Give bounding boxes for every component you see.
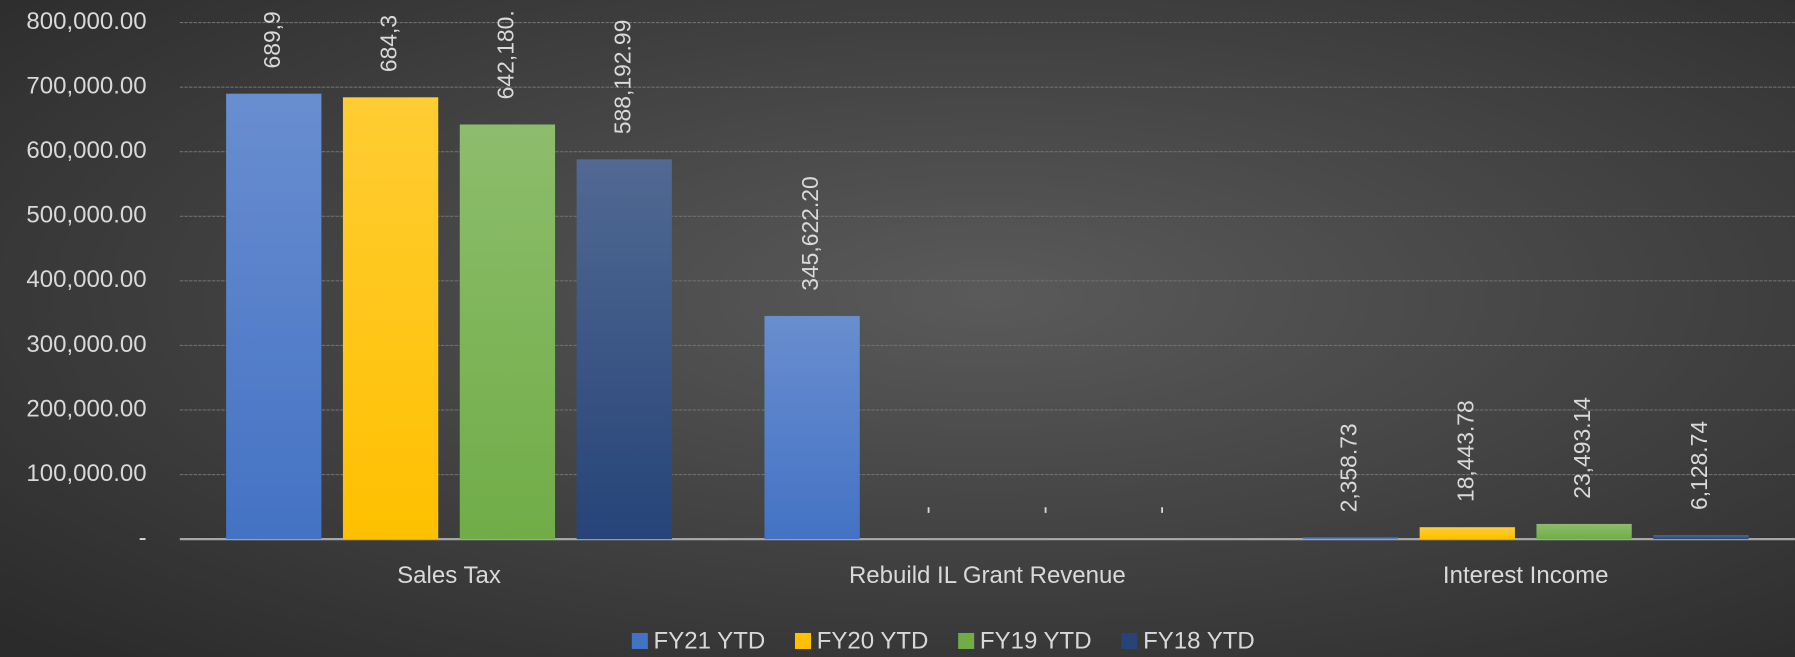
data-label: - [1148, 506, 1174, 514]
y-tick-label: 800,000.00 [26, 8, 146, 35]
legend: FY21 YTD FY20 YTD FY19 YTD FY18 YTD [631, 627, 1255, 654]
legend-label: FY21 YTD [654, 627, 766, 654]
bar [342, 97, 439, 540]
legend-item: FY18 YTD [1121, 627, 1255, 654]
y-tick-label: 700,000.00 [26, 73, 146, 100]
data-label: 642,180. [492, 10, 518, 99]
bar [764, 315, 860, 540]
legend-swatch [794, 632, 812, 649]
y-tick-label: 400,000.00 [26, 266, 146, 293]
data-label: 6,128.74 [1686, 421, 1712, 510]
legend-item: FY21 YTD [631, 627, 766, 654]
data-label: 23,493.14 [1569, 397, 1595, 499]
bar [1419, 527, 1515, 540]
bar [1536, 523, 1632, 540]
x-tick-label: Rebuild IL Grant Revenue [849, 562, 1126, 589]
legend-item: FY19 YTD [958, 627, 1092, 654]
data-label: 588,192.99 [609, 20, 635, 135]
bar [459, 124, 556, 540]
bar [226, 93, 322, 540]
bar [1653, 535, 1749, 540]
legend-label: FY18 YTD [1143, 627, 1255, 654]
legend-label: FY19 YTD [980, 627, 1092, 654]
data-label: - [1031, 506, 1057, 514]
data-label: 18,443.78 [1452, 400, 1478, 502]
legend-item: FY20 YTD [794, 627, 929, 654]
x-tick-label: Interest Income [1443, 562, 1609, 589]
y-tick-label: 200,000.00 [26, 395, 146, 422]
y-tick-label: 300,000.00 [26, 331, 146, 358]
data-label: - [914, 506, 940, 514]
bar [1302, 537, 1399, 540]
data-label: 345,622.20 [797, 176, 823, 291]
legend-swatch [958, 632, 975, 649]
bar [576, 159, 672, 540]
y-tick-label: 100,000.00 [26, 460, 146, 487]
x-tick-label: Sales Tax [397, 562, 501, 589]
y-tick-label: - [139, 524, 147, 551]
data-label: 2,358.73 [1336, 423, 1362, 512]
data-label: 684,3 [376, 15, 402, 72]
data-label: 689,9 [259, 11, 285, 68]
y-tick-label: 600,000.00 [26, 137, 146, 164]
y-tick-label: 500,000.00 [26, 202, 146, 229]
legend-swatch [631, 632, 648, 649]
legend-label: FY20 YTD [817, 627, 929, 654]
legend-swatch [1121, 632, 1138, 649]
